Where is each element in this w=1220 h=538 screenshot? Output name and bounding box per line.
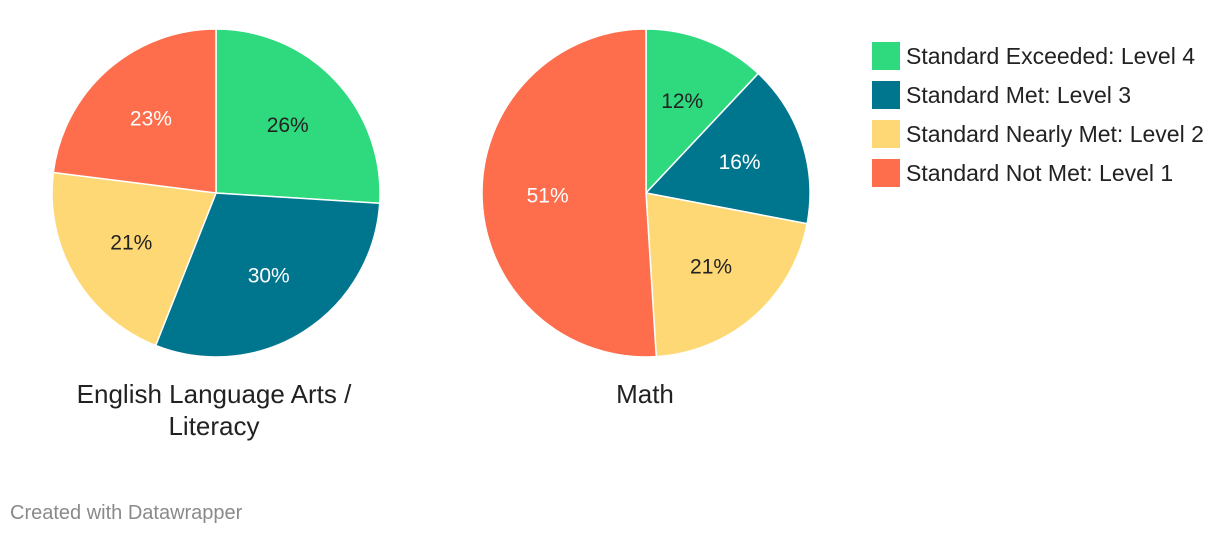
legend-swatch: [872, 42, 900, 70]
datawrapper-credit: Created with Datawrapper: [10, 502, 243, 524]
pie-slice-label: 12%: [661, 90, 703, 113]
pie-slice-label: 23%: [130, 108, 172, 131]
legend-label: Standard Exceeded: Level 4: [906, 42, 1195, 69]
legend-item-level-3: Standard Met: Level 3: [872, 81, 1204, 109]
legend-swatch: [872, 120, 900, 148]
pie-slice: [215, 28, 381, 205]
pie-slice-label: 30%: [248, 265, 290, 288]
pie-slice: [645, 28, 760, 195]
pie-title-line: English Language Arts /: [76, 379, 352, 409]
pie-slice-label: 16%: [719, 151, 761, 174]
legend-label: Standard Not Met: Level 1: [906, 159, 1174, 186]
legend-swatch: [872, 81, 900, 109]
pie-slice: [154, 192, 381, 358]
legend-label: Standard Nearly Met: Level 2: [906, 120, 1204, 147]
pie-slice: [52, 28, 217, 194]
legend-item-level-4: Standard Exceeded: Level 4: [872, 42, 1204, 70]
legend: Standard Exceeded: Level 4 Standard Met:…: [872, 42, 1204, 198]
legend-swatch: [872, 159, 900, 187]
pie-slice: [644, 72, 811, 225]
pie-slice: [481, 28, 658, 358]
pie-slice-label: 26%: [267, 114, 309, 137]
pie-slice-label: 51%: [527, 185, 569, 208]
pie-title-line: Math: [616, 379, 674, 409]
legend-item-level-1: Standard Not Met: Level 1: [872, 159, 1204, 187]
pie-slice-label: 21%: [690, 255, 732, 278]
legend-item-level-2: Standard Nearly Met: Level 2: [872, 120, 1204, 148]
legend-label: Standard Met: Level 3: [906, 81, 1132, 108]
pie-chart-math: 12% 16% 21% 51%: [481, 28, 811, 358]
pie-slice-label: 21%: [110, 232, 152, 255]
pie-title-line: Literacy: [168, 411, 260, 441]
pie-slice: [51, 171, 218, 347]
pie-title-math: Math: [505, 378, 785, 410]
pie-chart-english-language-arts: 26% 30% 21% 23%: [51, 28, 381, 358]
pie-slice: [645, 192, 808, 358]
pie-title-english-language-arts: English Language Arts / Literacy: [44, 378, 384, 442]
